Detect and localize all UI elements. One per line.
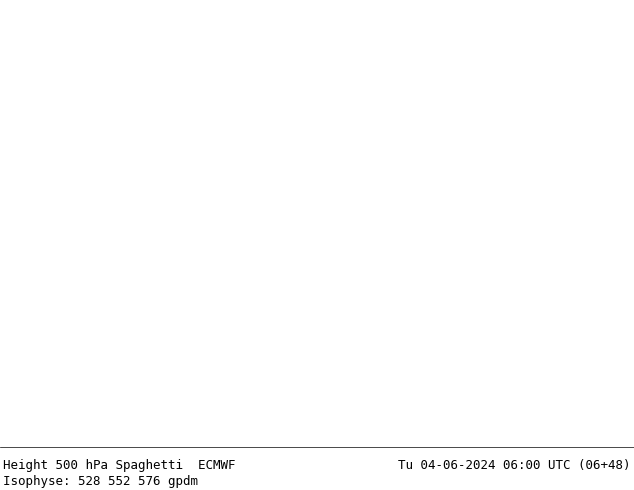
Text: Height 500 hPa Spaghetti  ECMWF: Height 500 hPa Spaghetti ECMWF: [3, 459, 236, 472]
Text: Tu 04-06-2024 06:00 UTC (06+48): Tu 04-06-2024 06:00 UTC (06+48): [398, 459, 631, 472]
Text: Isophyse: 528 552 576 gpdm: Isophyse: 528 552 576 gpdm: [3, 475, 198, 488]
